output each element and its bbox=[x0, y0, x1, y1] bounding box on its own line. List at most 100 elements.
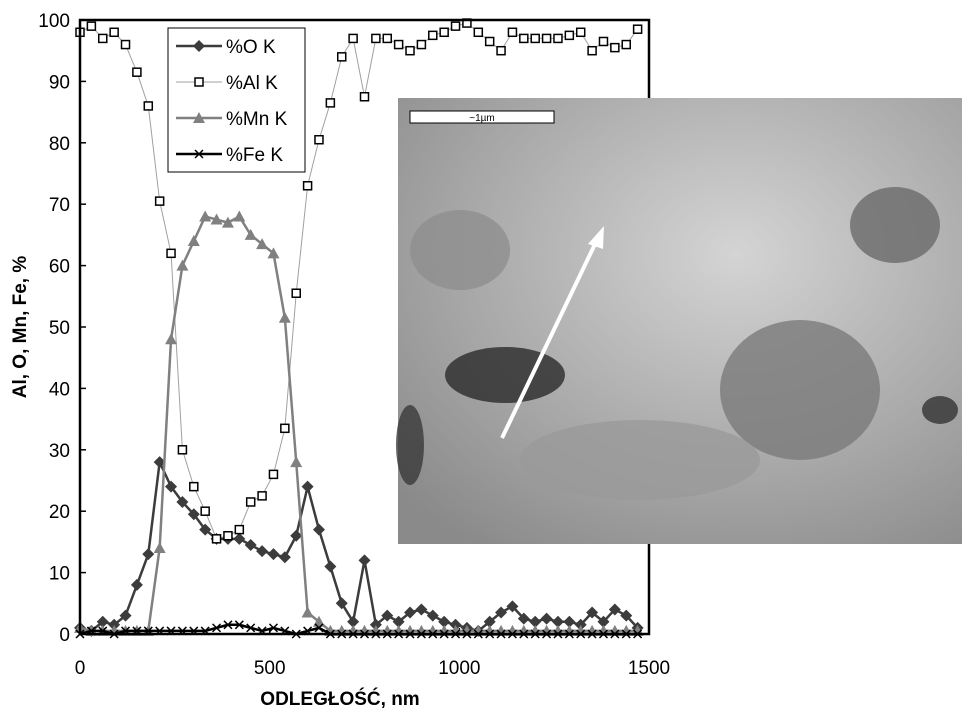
data-point bbox=[199, 210, 211, 221]
data-point bbox=[417, 41, 425, 49]
grain bbox=[720, 320, 880, 460]
data-point bbox=[541, 613, 553, 625]
data-point bbox=[508, 28, 516, 36]
data-point bbox=[142, 548, 154, 560]
data-point bbox=[486, 37, 494, 45]
data-point bbox=[290, 456, 302, 467]
data-point bbox=[201, 507, 209, 515]
x-tick-label: 500 bbox=[254, 658, 286, 679]
data-point bbox=[188, 235, 200, 246]
data-point bbox=[383, 34, 391, 42]
data-point bbox=[233, 210, 245, 221]
legend-marker bbox=[195, 78, 203, 86]
data-point bbox=[304, 182, 312, 190]
data-point bbox=[336, 597, 348, 609]
data-point bbox=[167, 249, 175, 257]
grain bbox=[850, 187, 940, 263]
data-point bbox=[247, 498, 255, 506]
y-tick-label: 30 bbox=[49, 441, 70, 462]
data-point bbox=[292, 289, 300, 297]
data-point bbox=[245, 539, 257, 551]
data-point bbox=[359, 554, 371, 566]
data-point bbox=[452, 22, 460, 30]
data-point bbox=[497, 47, 505, 55]
y-tick-label: 60 bbox=[49, 257, 70, 278]
data-point bbox=[165, 333, 177, 344]
data-point bbox=[144, 102, 152, 110]
data-point bbox=[543, 34, 551, 42]
data-point bbox=[99, 34, 107, 42]
data-point bbox=[279, 312, 291, 323]
data-point bbox=[349, 34, 357, 42]
data-point bbox=[611, 44, 619, 52]
data-point bbox=[427, 610, 439, 622]
data-point bbox=[554, 34, 562, 42]
grain bbox=[396, 405, 424, 485]
data-point bbox=[315, 136, 323, 144]
data-point bbox=[599, 37, 607, 45]
data-point bbox=[415, 603, 427, 615]
scale-label: ~1µm bbox=[469, 113, 495, 124]
x-tick-label: 1500 bbox=[628, 658, 670, 679]
grain bbox=[922, 396, 958, 424]
y-tick-label: 90 bbox=[49, 72, 70, 93]
data-point bbox=[338, 53, 346, 61]
data-point bbox=[588, 47, 596, 55]
data-point bbox=[176, 260, 188, 271]
grain bbox=[520, 420, 760, 500]
data-point bbox=[178, 446, 186, 454]
data-point bbox=[281, 424, 289, 432]
data-point bbox=[520, 34, 528, 42]
y-tick-label: 10 bbox=[49, 564, 70, 585]
data-point bbox=[256, 545, 268, 557]
y-axis-label: Al, O, Mn, Fe, % bbox=[10, 256, 31, 399]
y-tick-label: 100 bbox=[38, 11, 70, 32]
data-point bbox=[313, 524, 325, 536]
data-point bbox=[122, 41, 130, 49]
data-point bbox=[577, 28, 585, 36]
data-point bbox=[131, 579, 143, 591]
data-point bbox=[565, 31, 573, 39]
data-point bbox=[133, 68, 141, 76]
y-tick-label: 0 bbox=[59, 625, 70, 646]
data-point bbox=[245, 229, 257, 240]
data-point bbox=[531, 34, 539, 42]
data-point bbox=[110, 28, 118, 36]
grain bbox=[410, 210, 510, 290]
data-point bbox=[634, 25, 642, 33]
data-point bbox=[440, 28, 448, 36]
legend-label: %Al K bbox=[226, 73, 278, 94]
x-tick-label: 0 bbox=[75, 658, 86, 679]
y-tick-label: 80 bbox=[49, 134, 70, 155]
data-point bbox=[429, 31, 437, 39]
data-point bbox=[213, 535, 221, 543]
data-point bbox=[372, 34, 380, 42]
chart: ODLEGŁOŚĆ, nm Al, O, Mn, Fe, % 010203040… bbox=[0, 0, 962, 712]
x-tick-label: 1000 bbox=[438, 658, 480, 679]
page: {"chart_data": {"type": "line", "x_label… bbox=[0, 0, 962, 717]
data-point bbox=[302, 481, 314, 493]
data-point bbox=[258, 492, 266, 500]
data-point bbox=[267, 548, 279, 560]
legend: %O K %Al K %Mn K %Fe K bbox=[168, 28, 305, 172]
x-axis-label: ODLEGŁOŚĆ, nm bbox=[260, 688, 419, 710]
data-point bbox=[395, 41, 403, 49]
data-point bbox=[474, 28, 482, 36]
grain bbox=[445, 347, 565, 403]
data-point bbox=[87, 22, 95, 30]
data-point bbox=[326, 99, 334, 107]
y-tick-label: 20 bbox=[49, 502, 70, 523]
legend-label: %O K bbox=[226, 37, 276, 58]
data-point bbox=[224, 532, 232, 540]
data-point bbox=[235, 526, 243, 534]
data-point bbox=[324, 560, 336, 572]
legend-label: %Fe K bbox=[226, 145, 283, 166]
data-point bbox=[190, 483, 198, 491]
data-point bbox=[269, 470, 277, 478]
y-tick-label: 50 bbox=[49, 318, 70, 339]
inset-image: ~1µm bbox=[396, 98, 962, 544]
data-point bbox=[279, 551, 291, 563]
data-point bbox=[622, 41, 630, 49]
legend-label: %Mn K bbox=[226, 109, 288, 130]
data-point bbox=[156, 197, 164, 205]
